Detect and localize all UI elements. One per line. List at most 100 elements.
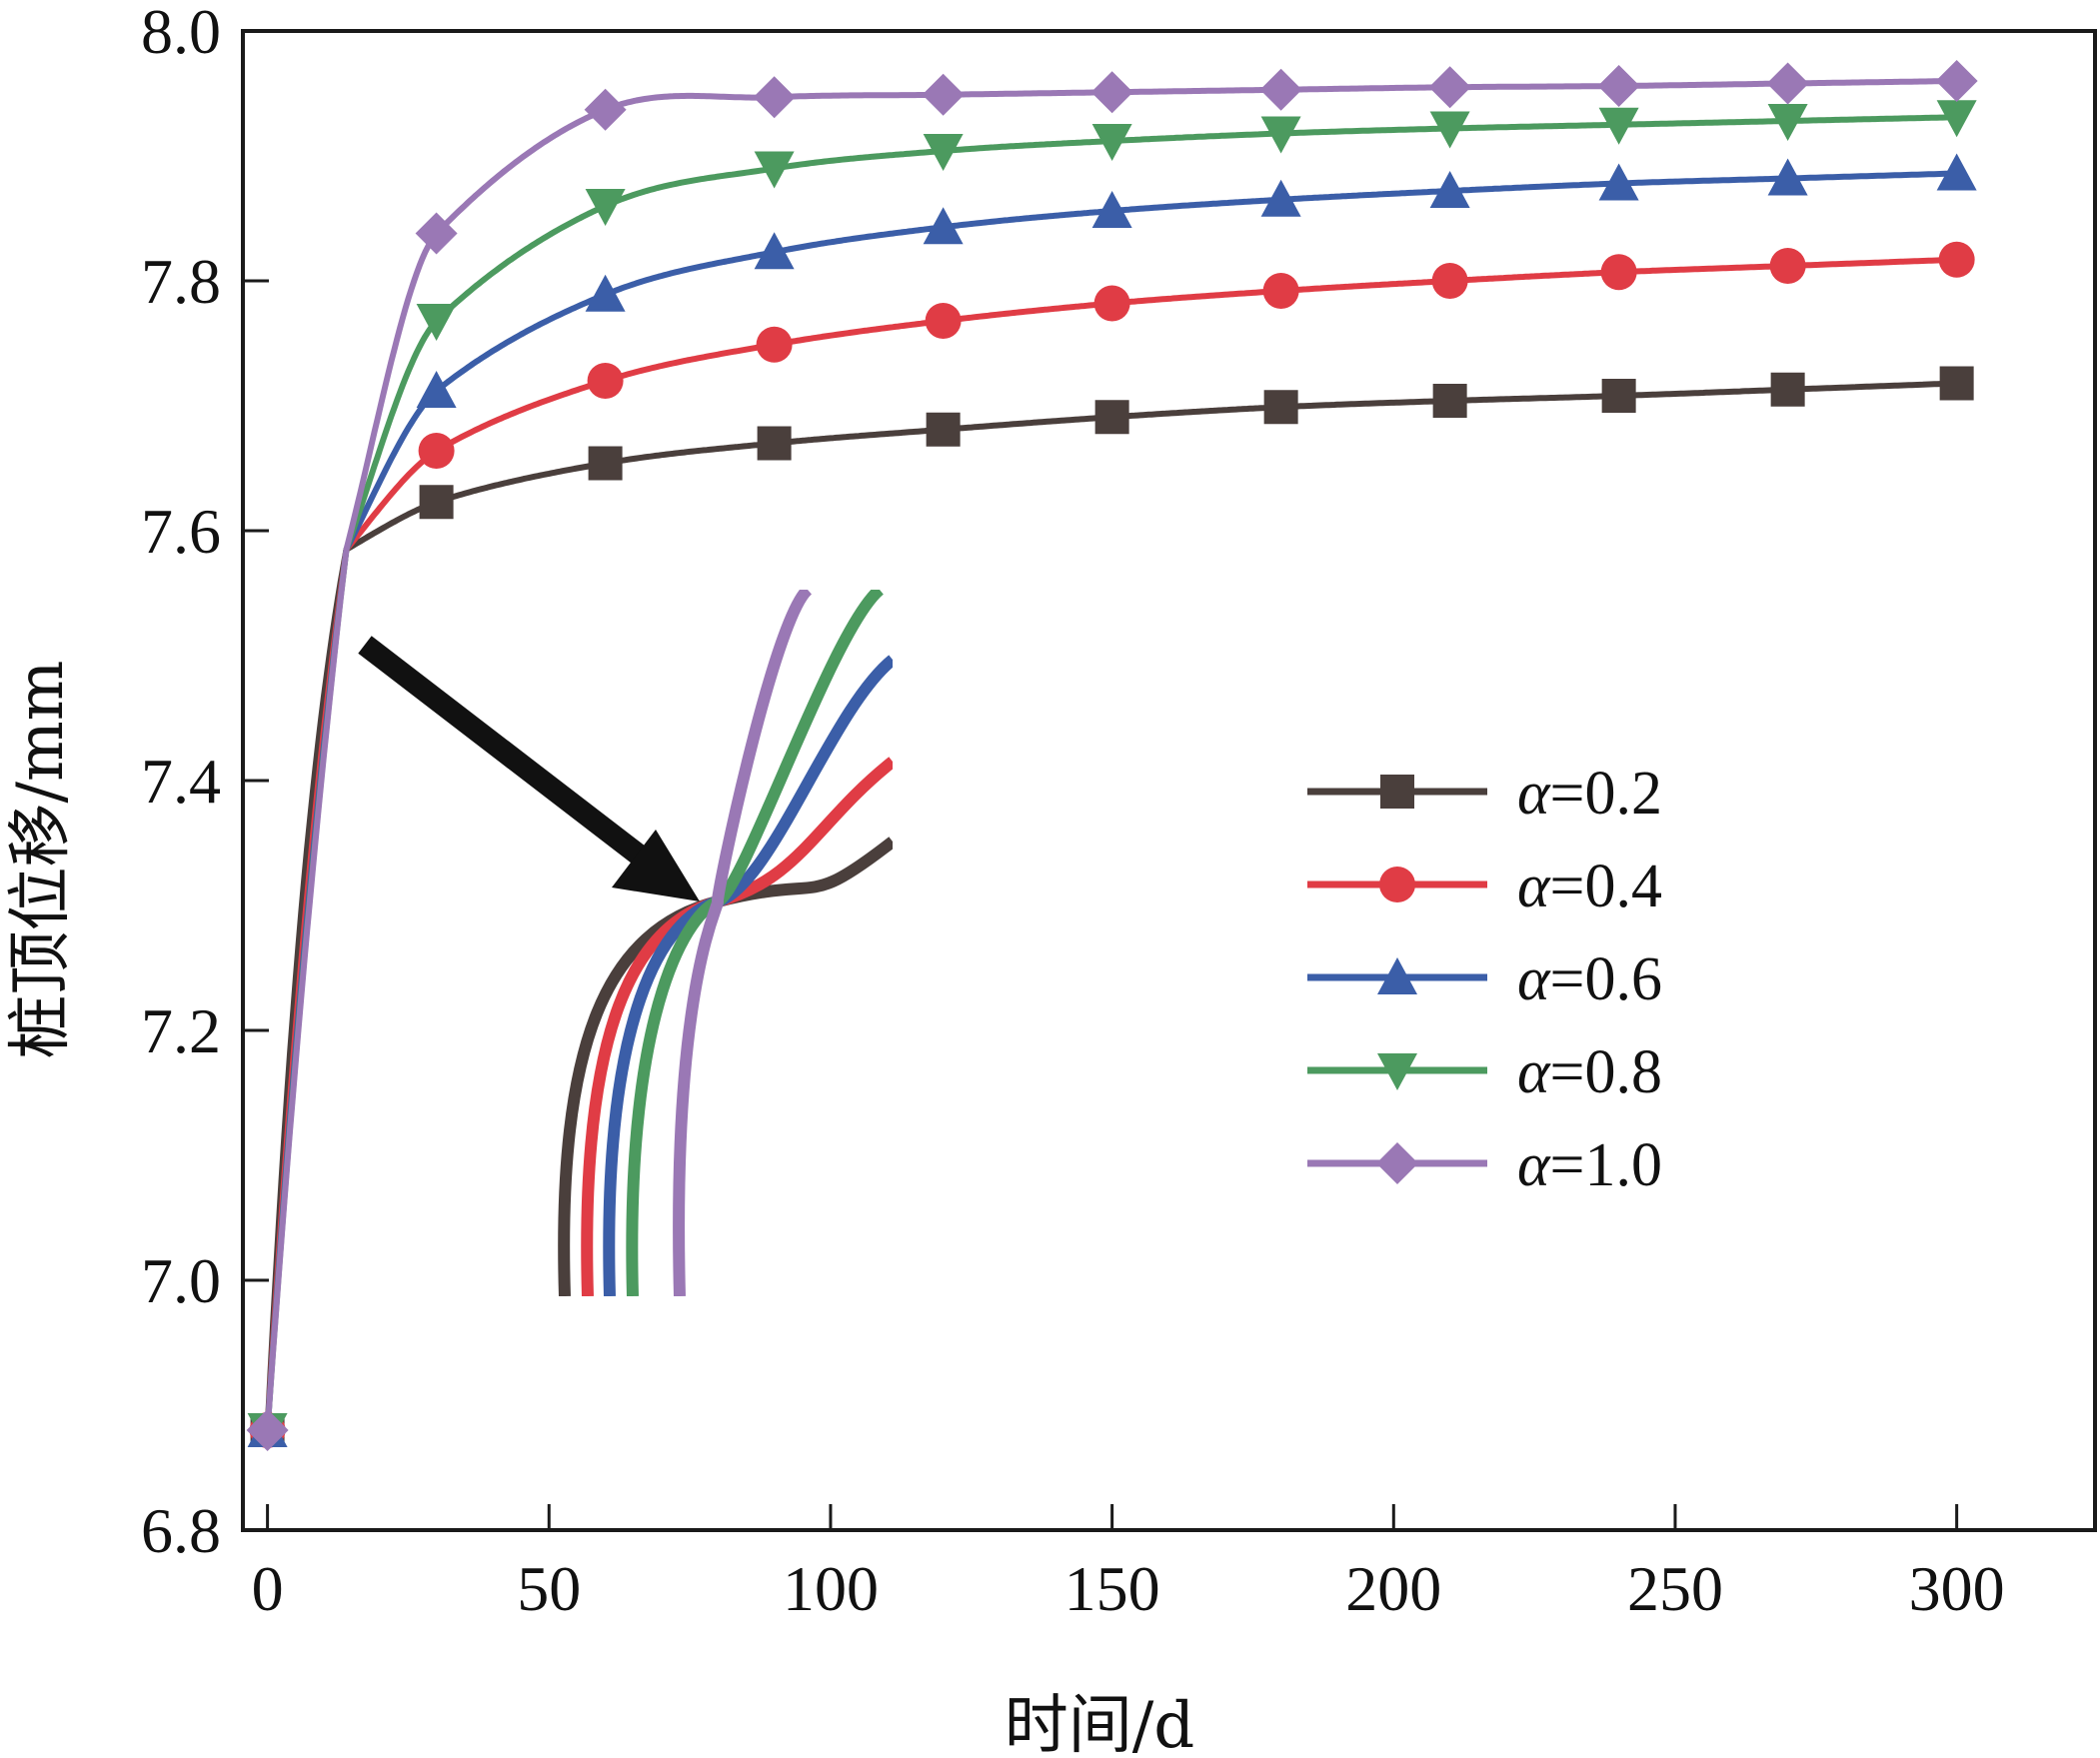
series-2-point [1429, 171, 1470, 208]
series-1-point [1262, 273, 1299, 309]
y-tick-label: 7.6 [141, 496, 221, 567]
series-3-point [1936, 100, 1977, 138]
series-1-point [925, 303, 962, 339]
legend-label-4: α=1.0 [1517, 1131, 1662, 1199]
series-line-2 [264, 170, 1957, 1431]
series-2-point [1260, 179, 1301, 217]
series-0-point [757, 426, 792, 461]
series-1-point [756, 326, 793, 363]
legend-alpha-symbol: α [1517, 1038, 1551, 1106]
series-3-point [1260, 116, 1301, 154]
legend-marker-0 [1380, 775, 1414, 809]
series-4-point [584, 88, 627, 131]
series-4-point [1766, 62, 1809, 105]
legend-marker-3 [1377, 1053, 1417, 1090]
series-3-point [923, 134, 964, 171]
x-tick-label: 300 [1909, 1553, 2005, 1624]
zoom-inset [558, 590, 893, 1296]
x-tick-label: 150 [1064, 1553, 1160, 1624]
axis-ticks [243, 29, 1959, 1532]
axis-tick-labels: 0 50 100 150 200 250 300 6.8 7.0 7.2 7.4 7.6 7.8 8.0 [141, 0, 2005, 1624]
legend-label-0: α=0.2 [1517, 760, 1662, 828]
series-1-point [1769, 248, 1806, 284]
x-tick-label: 0 [252, 1553, 284, 1624]
series-line-1 [264, 256, 1957, 1431]
x-tick-label: 100 [783, 1553, 879, 1624]
series-0-point [1770, 372, 1805, 407]
series-4-point [1428, 66, 1471, 109]
zoom-arrow [358, 636, 700, 901]
inset-curves [558, 590, 893, 1296]
inset-curve-4 [673, 590, 813, 1296]
legend-value: =1.0 [1550, 1131, 1662, 1199]
series-0-point [1432, 384, 1467, 418]
series-3-point [1767, 104, 1808, 141]
legend-value: =0.4 [1550, 853, 1662, 920]
series-0-point [1094, 400, 1129, 435]
legend-alpha-symbol: α [1517, 853, 1551, 920]
legend-value: =0.6 [1550, 945, 1662, 1013]
series-4-point [1597, 65, 1640, 107]
legend-marker-1 [1379, 867, 1415, 902]
series-2-point [1091, 191, 1132, 228]
series-3-point [585, 189, 626, 226]
series-4-point [246, 1409, 289, 1451]
series-4-point [1935, 60, 1978, 102]
series-0-point [588, 446, 623, 481]
x-tick-label: 50 [517, 1553, 581, 1624]
legend-marker-2 [1377, 957, 1417, 994]
y-tick-label: 7.8 [141, 246, 221, 317]
y-tick-label: 7.0 [141, 1245, 221, 1316]
y-tick-label: 8.0 [141, 0, 221, 67]
series-2-point [1598, 163, 1639, 201]
y-tick-label: 6.8 [141, 1495, 221, 1566]
legend-value: =0.2 [1550, 760, 1662, 828]
series-4-point [1259, 68, 1302, 111]
series-2-point [585, 274, 626, 312]
y-axis-title: 桩顶位移/mm [4, 661, 78, 1059]
series-2-point [923, 207, 964, 245]
y-tick-label: 7.2 [141, 995, 221, 1066]
arrow-shaft [358, 636, 652, 869]
series-1-point [1431, 263, 1468, 299]
x-tick-label: 200 [1345, 1553, 1441, 1624]
legend-label-2: α=0.6 [1517, 945, 1662, 1013]
series-2-point [1936, 153, 1977, 191]
series-3-point [416, 304, 457, 341]
y-tick-label: 7.4 [141, 746, 221, 817]
legend-label-3: α=0.8 [1517, 1038, 1662, 1106]
legend-alpha-symbol: α [1517, 1131, 1551, 1199]
series-line-0 [264, 380, 1957, 1431]
series-0-point [419, 485, 454, 520]
series-4-point [1090, 71, 1133, 114]
x-tick-label: 250 [1627, 1553, 1723, 1624]
series-1-point [1938, 241, 1975, 278]
series-1-point [1093, 285, 1130, 322]
series-1-point [587, 363, 624, 399]
series-0-point [1601, 379, 1636, 413]
legend: α=0.2α=0.4α=0.6α=0.8α=1.0 [1307, 760, 1662, 1199]
series-4-point [753, 76, 796, 119]
series-3-point [754, 151, 795, 189]
series-2-point [416, 371, 457, 408]
legend-value: =0.8 [1550, 1038, 1662, 1106]
arrow-head [612, 830, 700, 901]
series-0-point [1263, 390, 1298, 425]
legend-alpha-symbol: α [1517, 760, 1551, 828]
x-axis-title: 时间/d [1005, 1689, 1195, 1758]
series-0-point [926, 412, 961, 447]
legend-alpha-symbol: α [1517, 945, 1551, 1013]
series-3-point [1091, 124, 1132, 161]
series-1-point [418, 433, 455, 469]
series-2-point [754, 232, 795, 270]
series-0-point [1939, 366, 1974, 401]
series-3-point [1429, 111, 1470, 149]
series-1-point [1600, 254, 1637, 291]
series-2-point [1767, 158, 1808, 196]
series-layer [246, 60, 1978, 1451]
series-4-point [415, 212, 458, 255]
series-4-point [922, 73, 965, 116]
legend-marker-4 [1376, 1142, 1418, 1184]
series-3-point [1598, 107, 1639, 145]
